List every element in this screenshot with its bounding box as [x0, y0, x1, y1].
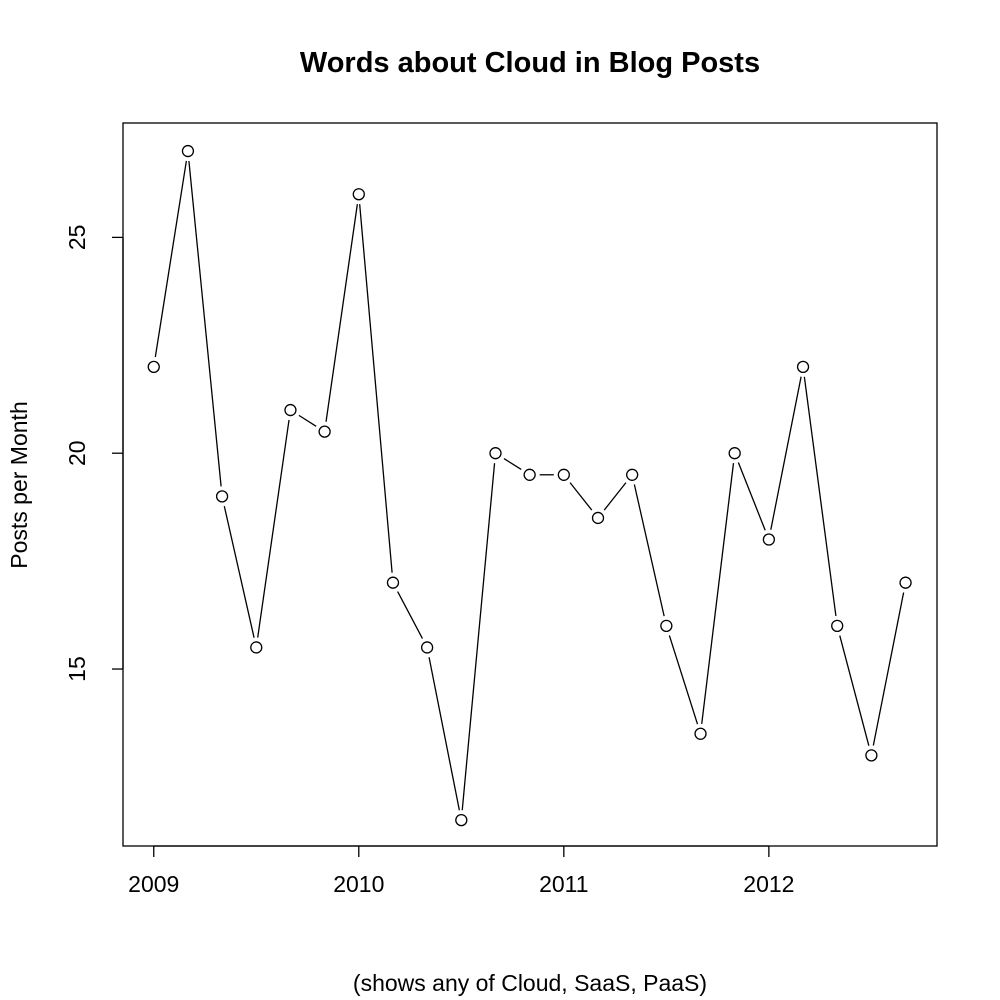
series-segment	[397, 591, 424, 639]
data-point	[318, 425, 331, 438]
y-tick-label: 20	[64, 440, 90, 466]
data-point	[215, 490, 229, 503]
data-point	[660, 619, 673, 633]
data-point	[250, 641, 263, 654]
series-segment	[701, 463, 735, 724]
chart-title: Words about Cloud in Blog Posts	[300, 47, 760, 79]
data-point	[557, 468, 570, 481]
data-point	[899, 576, 912, 589]
data-point	[591, 511, 605, 525]
x-tick-label: 2009	[128, 871, 179, 897]
y-axis-label: Posts per Month	[6, 401, 32, 568]
data-point	[147, 360, 160, 374]
data-point	[796, 360, 810, 374]
series-segment	[569, 482, 593, 511]
series-segment	[603, 482, 627, 511]
data-point	[284, 403, 297, 417]
data-point	[523, 468, 536, 481]
y-tick-label: 25	[64, 225, 90, 251]
series-segment	[633, 484, 665, 617]
series-segment	[737, 462, 766, 531]
series-segment	[839, 635, 870, 746]
data-point	[386, 576, 400, 589]
data-point	[626, 468, 639, 481]
data-point	[489, 447, 502, 460]
series-segment	[325, 204, 359, 422]
data-point	[728, 447, 741, 460]
data-point	[694, 727, 707, 740]
series-segment	[257, 419, 290, 638]
series-segment	[223, 505, 255, 638]
series-segment	[803, 376, 837, 617]
data-point	[831, 619, 844, 633]
x-tick-label: 2011	[539, 871, 588, 897]
y-axis: 15 20 25	[64, 225, 124, 682]
series-segment	[770, 376, 802, 530]
data-point	[865, 749, 878, 762]
series-segment	[428, 657, 461, 811]
series-segment	[188, 160, 222, 487]
series-segment	[503, 457, 522, 470]
data-point	[455, 813, 468, 827]
data-point	[181, 144, 195, 158]
x-axis: 2009 2010 2011 2012	[128, 845, 794, 897]
series-segment	[298, 414, 317, 427]
series-segment	[359, 204, 393, 573]
y-tick-label: 15	[64, 656, 90, 682]
series-segment	[872, 592, 905, 746]
x-axis-label: (shows any of Cloud, SaaS, PaaS)	[353, 970, 707, 996]
series-points	[147, 144, 912, 827]
data-point	[762, 533, 776, 546]
data-point	[352, 188, 365, 201]
series-segment	[461, 463, 496, 811]
series-segment	[668, 635, 699, 725]
data-point	[420, 641, 434, 654]
series-segment	[154, 160, 188, 358]
x-tick-label: 2010	[333, 871, 384, 897]
series-line	[154, 160, 905, 811]
x-tick-label: 2012	[743, 871, 794, 897]
plot-area-frame	[122, 122, 938, 847]
